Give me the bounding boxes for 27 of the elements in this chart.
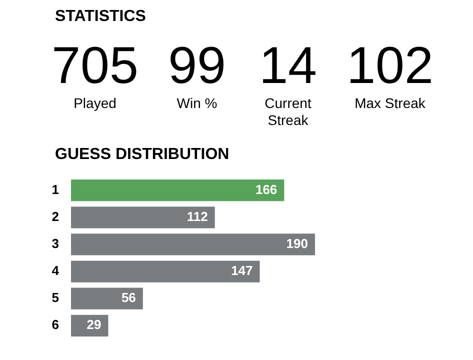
y-tick-label: 4 (52, 263, 60, 278)
category-label: Win % (176, 95, 218, 112)
bar (71, 288, 143, 310)
category-label: Max Streak (354, 95, 426, 112)
y-tick-label: 2 (52, 208, 59, 224)
bar (71, 180, 284, 202)
category-label: Played (72, 95, 118, 112)
text: STATISTICS (55, 8, 146, 26)
bar (71, 206, 215, 228)
data-label: 166 (255, 182, 278, 197)
data-label: 102 (346, 37, 434, 95)
bar (71, 234, 315, 256)
data-label: 147 (231, 263, 253, 278)
y-tick-label: 3 (52, 236, 59, 252)
data-label: 190 (286, 236, 308, 252)
data-label: 99 (167, 37, 227, 95)
category-label: Current Streak (264, 95, 312, 129)
data-label: 112 (186, 208, 208, 224)
bar (71, 260, 260, 282)
data-label: 29 (86, 317, 102, 332)
y-tick-label: 5 (52, 290, 59, 306)
data-label: 56 (121, 290, 136, 306)
y-tick-label: 1 (52, 182, 59, 197)
y-tick-label: 6 (52, 317, 59, 332)
data-label: 14 (258, 37, 318, 95)
chart-title: GUESS DISTRIBUTION (55, 146, 230, 164)
data-label: 705 (50, 37, 140, 95)
